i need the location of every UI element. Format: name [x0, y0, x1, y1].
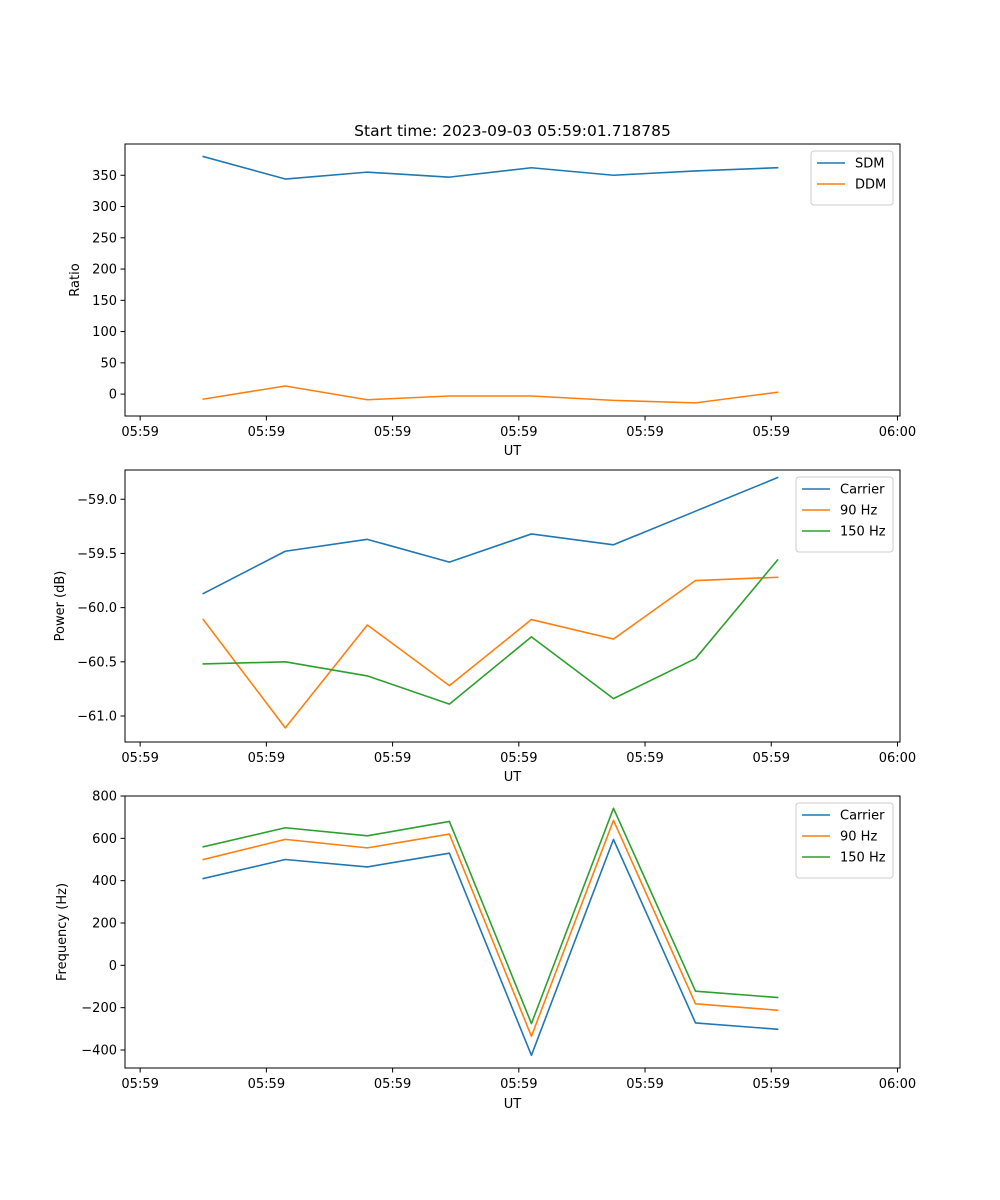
- x-tick-label: 05:59: [248, 1077, 285, 1092]
- y-tick-label: 200: [92, 917, 117, 932]
- x-tick-label: 05:59: [626, 751, 663, 766]
- y-tick-label: −200: [81, 1001, 117, 1016]
- x-tick-label: 05:59: [753, 751, 790, 766]
- axes-frame: [124, 469, 901, 743]
- x-tick-label: 05:59: [374, 1077, 411, 1092]
- x-tick-label: 05:59: [753, 425, 790, 440]
- y-tick-label: 50: [100, 356, 117, 371]
- ratio-plot: Start time: 2023-09-03 05:59:01.718785 U…: [68, 122, 916, 459]
- y-tick-label: 100: [92, 325, 117, 340]
- x-tick-label: 05:59: [248, 425, 285, 440]
- legend-label: DDM: [855, 178, 886, 193]
- y-tick-label: −59.5: [77, 547, 117, 562]
- y-tick-label: −400: [81, 1044, 117, 1059]
- y-tick-label: 300: [92, 200, 117, 215]
- series-line-90-hz: [202, 576, 779, 729]
- axes-frame: [124, 143, 901, 417]
- y-tick-label: 400: [92, 874, 117, 889]
- series-line-sdm: [202, 155, 779, 180]
- legend: SDM DDM: [810, 150, 894, 206]
- series-line-ddm: [202, 385, 779, 404]
- series-line-150-hz: [202, 558, 779, 705]
- legend: Carrier 90 Hz 150 Hz: [795, 802, 894, 879]
- y-tick-label: 200: [92, 263, 117, 278]
- legend-label: Carrier: [840, 483, 885, 498]
- legend-label: Carrier: [840, 809, 885, 824]
- y-tick-label: −60.0: [77, 601, 117, 616]
- y-tick-label: 150: [92, 294, 117, 309]
- y-axis-label: Ratio: [68, 263, 83, 296]
- legend: Carrier 90 Hz 150 Hz: [795, 476, 894, 553]
- y-tick-label: 250: [92, 231, 117, 246]
- legend-box: [795, 476, 894, 553]
- y-tick-label: −59.0: [77, 493, 117, 508]
- x-tick-label: 05:59: [248, 751, 285, 766]
- legend-label: 90 Hz: [840, 504, 877, 519]
- legend-label: 90 Hz: [840, 830, 877, 845]
- x-tick-label: 05:59: [500, 425, 537, 440]
- y-tick-label: 0: [109, 959, 117, 974]
- x-tick-label: 06:00: [879, 1077, 916, 1092]
- x-tick-label: 05:59: [500, 1077, 537, 1092]
- legend-box: [795, 802, 894, 879]
- x-tick-label: 06:00: [879, 751, 916, 766]
- legend-label: 150 Hz: [840, 851, 886, 866]
- frequency-plot: UT Frequency (Hz) 05:59 05:59 05:59 05:59 05…: [55, 790, 916, 1113]
- series-line-carrier: [202, 476, 779, 595]
- chart-title: Start time: 2023-09-03 05:59:01.718785: [354, 122, 671, 140]
- x-tick-label: 05:59: [121, 425, 158, 440]
- y-tick-label: −61.0: [77, 709, 117, 724]
- legend-label: SDM: [855, 157, 884, 172]
- legend-box: [810, 150, 894, 206]
- series-line-90-hz: [202, 819, 779, 1038]
- x-axis-label: UT: [504, 1097, 522, 1112]
- y-tick-label: 800: [92, 790, 117, 805]
- x-tick-label: 05:59: [121, 1077, 158, 1092]
- x-tick-label: 05:59: [374, 751, 411, 766]
- y-tick-label: 0: [109, 388, 117, 403]
- series-line-150-hz: [202, 807, 779, 1025]
- x-axis-label: UT: [504, 444, 522, 459]
- x-tick-label: 05:59: [626, 1077, 663, 1092]
- x-tick-label: 05:59: [626, 425, 663, 440]
- x-tick-label: 05:59: [121, 751, 158, 766]
- x-tick-label: 06:00: [879, 425, 916, 440]
- x-tick-label: 05:59: [374, 425, 411, 440]
- power-plot: UT Power (dB) 05:59 05:59 05:59 05:59 05:59 0…: [53, 469, 916, 785]
- x-tick-label: 05:59: [753, 1077, 790, 1092]
- y-tick-label: −60.5: [77, 655, 117, 670]
- x-tick-label: 05:59: [500, 751, 537, 766]
- x-axis-label: UT: [504, 770, 522, 785]
- y-tick-label: 350: [92, 169, 117, 184]
- y-axis-label: Power (dB): [53, 571, 68, 642]
- y-axis-label: Frequency (Hz): [55, 883, 70, 981]
- series-line-carrier: [202, 838, 779, 1057]
- y-tick-label: 600: [92, 832, 117, 847]
- axes-frame: [124, 795, 901, 1069]
- legend-label: 150 Hz: [840, 525, 886, 540]
